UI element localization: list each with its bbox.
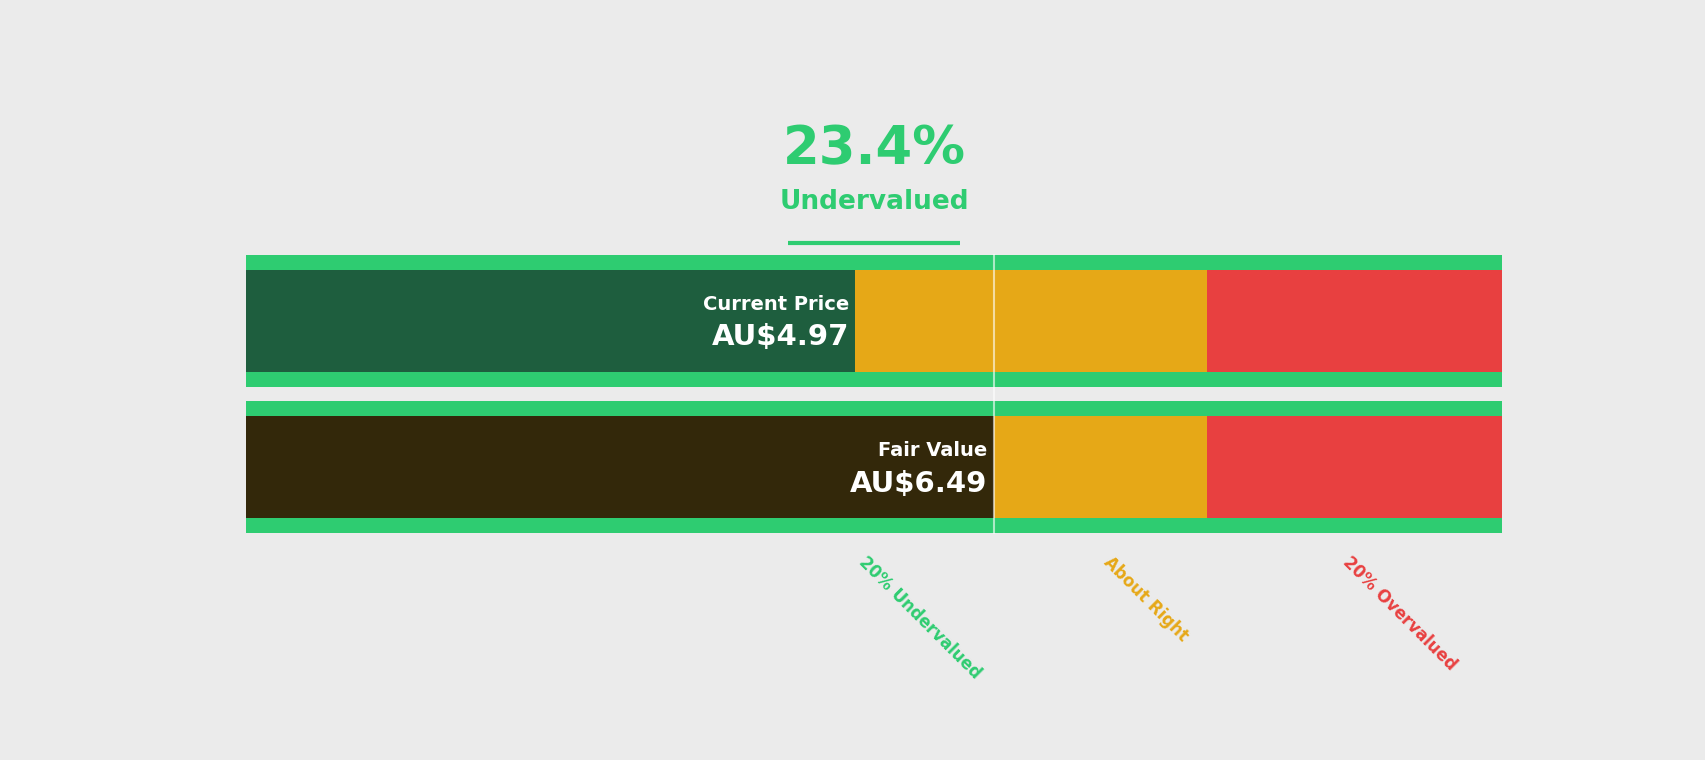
- Text: 23.4%: 23.4%: [783, 124, 965, 176]
- Bar: [854, 401, 992, 533]
- Text: AU$6.49: AU$6.49: [849, 470, 987, 498]
- Bar: [246, 372, 1502, 387]
- Bar: [246, 255, 1502, 270]
- Bar: [992, 255, 1207, 387]
- Bar: [854, 255, 992, 387]
- Text: Undervalued: Undervalued: [779, 189, 968, 215]
- Bar: [1207, 255, 1502, 387]
- Bar: [1207, 401, 1502, 533]
- Bar: [246, 416, 992, 518]
- Text: Fair Value: Fair Value: [878, 442, 987, 461]
- Bar: [246, 518, 1502, 533]
- Bar: [246, 270, 854, 372]
- Text: Current Price: Current Price: [702, 295, 849, 314]
- Text: 20% Undervalued: 20% Undervalued: [854, 553, 984, 682]
- Bar: [992, 401, 1207, 533]
- Text: AU$4.97: AU$4.97: [711, 323, 849, 351]
- Text: 20% Overvalued: 20% Overvalued: [1338, 553, 1459, 674]
- Bar: [246, 401, 1502, 416]
- Bar: [246, 401, 854, 533]
- Bar: [246, 255, 854, 387]
- Text: About Right: About Right: [1100, 553, 1192, 645]
